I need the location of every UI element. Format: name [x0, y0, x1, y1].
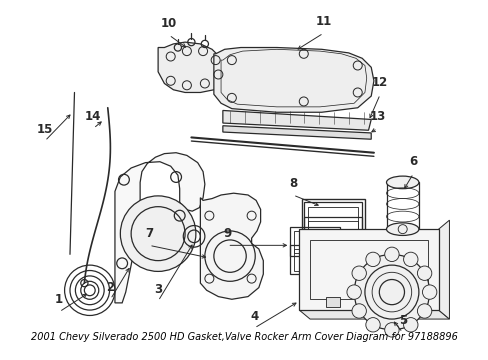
Text: 13: 13 [368, 110, 385, 123]
Circle shape [422, 285, 436, 299]
Text: 3: 3 [154, 283, 162, 296]
Ellipse shape [386, 176, 418, 189]
Polygon shape [200, 193, 263, 299]
Polygon shape [223, 111, 370, 130]
Polygon shape [115, 153, 204, 303]
Bar [293, 249, 335, 270]
Bar [299, 229, 438, 310]
Ellipse shape [386, 223, 418, 235]
Circle shape [351, 304, 366, 318]
Text: 12: 12 [371, 76, 387, 89]
Text: 2001 Chevy Silverado 2500 HD Gasket,Valve Rocker Arm Cover Diagram for 97188896: 2001 Chevy Silverado 2500 HD Gasket,Valv… [31, 332, 457, 342]
Text: 2: 2 [106, 281, 114, 294]
Circle shape [365, 252, 380, 267]
Circle shape [384, 247, 398, 261]
Bar [309, 240, 427, 299]
Bar [290, 245, 339, 274]
Bar [325, 297, 339, 307]
Polygon shape [299, 310, 448, 319]
Text: 7: 7 [145, 227, 153, 240]
Circle shape [403, 318, 417, 332]
Polygon shape [213, 48, 373, 112]
Text: 5: 5 [398, 314, 406, 327]
Circle shape [120, 196, 196, 271]
Text: 4: 4 [250, 310, 258, 323]
Text: 14: 14 [85, 110, 102, 123]
Polygon shape [438, 220, 448, 319]
Text: 11: 11 [315, 15, 331, 28]
Bar [302, 199, 364, 241]
Circle shape [346, 285, 361, 299]
Polygon shape [158, 42, 224, 93]
Circle shape [351, 266, 366, 280]
Text: 10: 10 [161, 17, 177, 30]
Text: 15: 15 [37, 123, 53, 136]
Text: 6: 6 [408, 155, 417, 168]
Bar [303, 202, 362, 238]
Bar [303, 217, 362, 252]
Circle shape [417, 304, 431, 318]
Circle shape [403, 252, 417, 267]
Circle shape [384, 323, 398, 337]
Circle shape [365, 318, 380, 332]
Bar [290, 228, 339, 256]
Text: 8: 8 [288, 177, 297, 190]
Circle shape [417, 266, 431, 280]
Circle shape [353, 254, 429, 330]
Text: 9: 9 [223, 227, 231, 240]
Bar [397, 297, 411, 307]
Bar [307, 207, 357, 234]
Polygon shape [223, 126, 370, 139]
Bar [307, 221, 357, 248]
Bar [293, 231, 335, 252]
Text: 1: 1 [55, 293, 63, 306]
